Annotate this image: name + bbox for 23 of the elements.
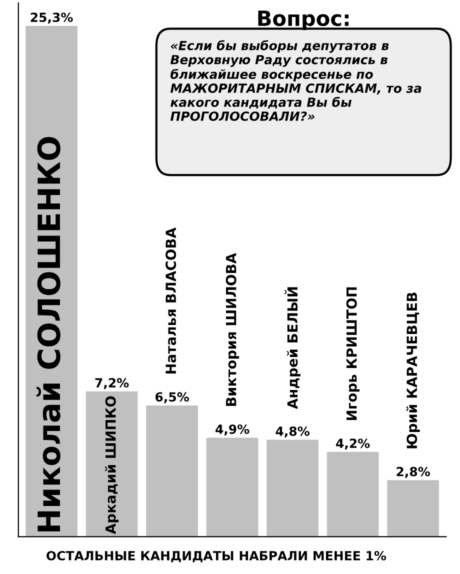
x-tick-label: Игорь КРИШТОП <box>346 287 360 420</box>
bar <box>146 405 198 537</box>
data-label: 2,8% <box>396 466 430 478</box>
x-tick-label: Аркадий ШИПКО <box>105 396 119 534</box>
bar <box>326 452 379 537</box>
data-label: 6,5% <box>155 392 189 404</box>
x-tick-label: Наталья ВЛАСОВА <box>166 228 176 374</box>
text: ОСТАЛЬНЫЕ КАНДИДАТЫ НАБРАЛИ МЕНЕЕ 1% <box>46 550 386 562</box>
bar <box>86 391 138 537</box>
x-tick-label: Николай СОЛОШЕНКО <box>36 137 60 532</box>
x-tick-label: Андрей БЕЛЫЙ <box>284 287 300 410</box>
chart-title: Вопрос: <box>258 10 349 30</box>
data-label: 4,9% <box>216 424 250 436</box>
annotation: «Если бы выборы депутатов в Верховную Раду состоялись в ближайшее воскресенье по МАЖОРИТАРНЫМ СПИСКАМ, то за какого кандидата Вы бы ПРОГОЛОСОВАЛИ?» <box>170 40 422 121</box>
bar <box>266 440 318 537</box>
bar <box>206 438 258 537</box>
data-label: 4,2% <box>336 438 370 450</box>
x-tick-label: Виктория ШИЛОВА <box>226 252 240 406</box>
bar <box>387 480 439 537</box>
data-label: 4,8% <box>276 426 310 438</box>
data-label: 25,3% <box>30 12 73 24</box>
data-label: 7,2% <box>95 378 129 390</box>
x-tick-label: Юрий КАРАЧЕВЦЕВ <box>406 292 420 448</box>
